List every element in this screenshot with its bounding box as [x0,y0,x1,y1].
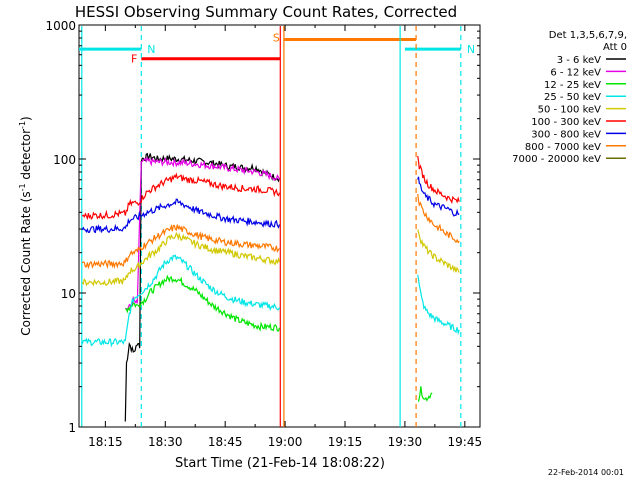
x-tick-label: 19:15 [328,435,363,449]
series-25-50-kev-line [81,254,281,348]
y-tick-label: 100 [53,153,76,167]
y-axis-label-part: -1 [18,121,27,129]
x-axis-label: Start Time (21-Feb-14 18:08:22) [175,456,385,471]
series-3-6-kev-line [124,152,281,422]
series-12-25-kev-line [417,386,433,402]
legend-entry-label: 100 - 300 keV [531,117,601,128]
y-axis-label: Corrected Count Rate (s-1 detector-1) [18,116,33,335]
series-300-800-kev-line [417,176,460,217]
series-100-300-kev-line [81,172,281,221]
y-axis-label-part: ) [19,116,33,121]
series-50-100-kev-line [417,229,460,273]
data-series [81,152,460,422]
flag-label-s: S [273,31,280,44]
legend-header: Att 0 [603,42,627,53]
legend-entry-label: 800 - 7000 keV [525,142,601,153]
x-tick-label: 18:15 [88,435,123,449]
y-axis-label-part: -1 [18,183,27,191]
event-marker-lines [81,26,462,427]
series-6-12-kev-line [124,156,281,310]
legend-entry-label: 12 - 25 keV [544,80,601,91]
chart-title: HESSI Observing Summary Count Rates, Cor… [75,3,457,21]
series-800-7000-kev-line [81,223,280,270]
footer-date: 22-Feb-2014 00:01 [548,468,624,477]
y-tick-label: 1000 [45,19,76,33]
flag-label-n: N [147,43,155,56]
legend-entry-label: 300 - 800 keV [531,129,601,140]
x-tick-label: 19:00 [268,435,303,449]
series-50-100-kev-line [81,231,281,287]
flag-label-f: F [131,53,137,66]
x-tick-label: 18:30 [148,435,183,449]
series-25-50-kev-line [417,274,460,336]
instrument-flags: N NFS [79,31,475,66]
series-100-300-kev-line [417,155,460,205]
x-tick-label: 19:45 [448,435,483,449]
legend-entry-label: 6 - 12 keV [550,67,601,78]
x-tick-label: 19:30 [388,435,423,449]
series-800-7000-kev-line [417,193,460,244]
legend-entry-label: 25 - 50 keV [544,92,601,103]
y-axis-label-part: detector [19,129,33,184]
legend-entry-label: 7000 - 20000 keV [512,154,601,165]
x-axis: 18:15 18:30 18:45 19:00 19:15 19:30 19:45 [88,25,482,449]
flag-label-n: N [467,43,475,56]
series-12-25-kev-line [125,274,281,332]
legend-header: Det 1,3,5,6,7,9, [549,30,627,41]
y-axis-label-part: Corrected Count Rate (s [19,191,33,335]
y-tick-label: 1 [68,421,76,435]
y-tick-label: 10 [61,287,76,301]
legend-entry-label: 3 - 6 keV [557,55,601,66]
x-tick-label: 18:45 [208,435,243,449]
series-300-800-kev-line [81,198,281,234]
legend-entry-label: 50 - 100 keV [538,105,602,116]
plot-area-frame [78,24,481,428]
y-axis: 1 10 100 1000 [45,19,480,435]
